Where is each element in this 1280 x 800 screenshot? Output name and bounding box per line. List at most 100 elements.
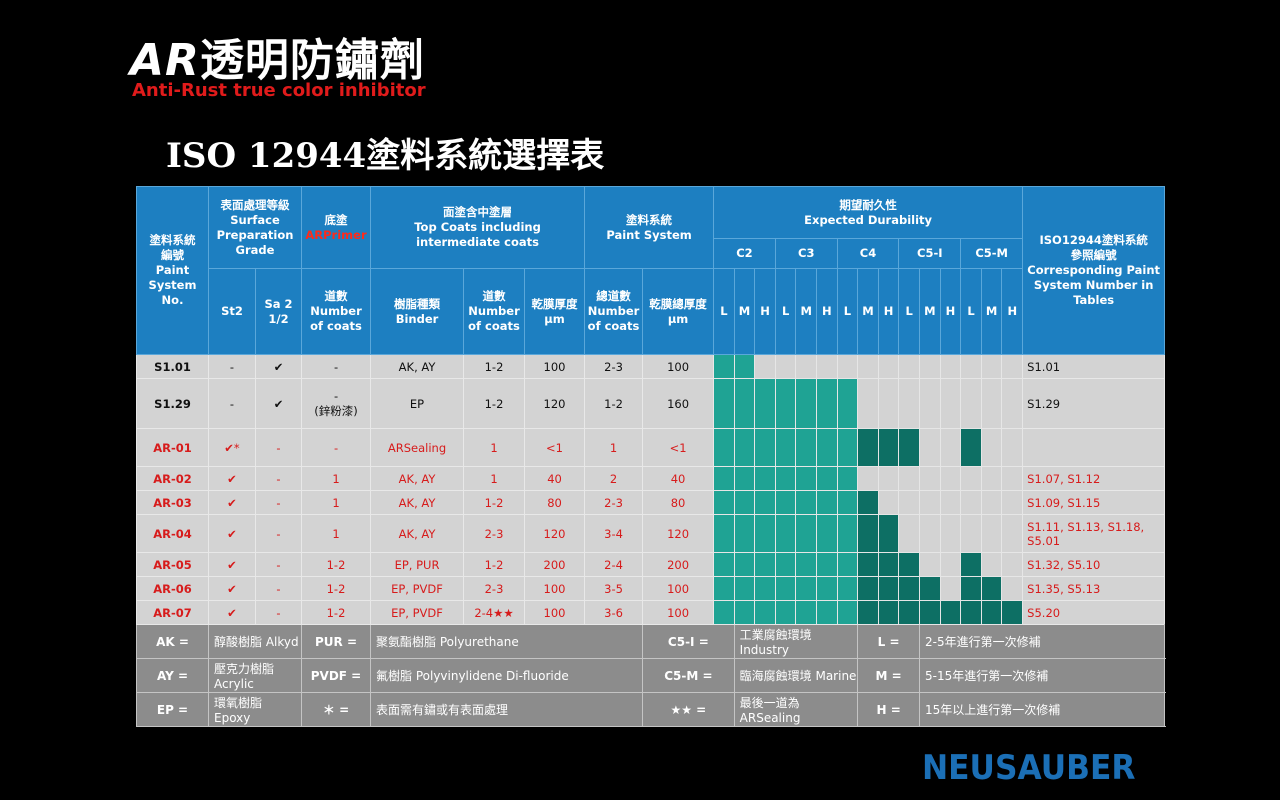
durability-cell	[877, 490, 900, 515]
header-durability-level: H	[939, 268, 962, 355]
durability-cell	[713, 466, 735, 491]
header-st2: St2	[208, 268, 256, 355]
legend-value: 最後一道為ARSealing	[733, 692, 859, 727]
cell-st2: ✔	[208, 490, 256, 515]
cell-sa: -	[254, 466, 303, 491]
durability-cell	[960, 490, 982, 515]
cell-total-coats: 3-6	[584, 600, 644, 625]
cell-total-coats: 1-2	[584, 378, 644, 429]
header-primer-coats: 道數 Number of coats	[301, 268, 372, 355]
header-durability-level: M	[795, 268, 818, 355]
cell-total-dft: 120	[642, 514, 715, 553]
cell-sa: -	[254, 490, 303, 515]
durability-cell	[877, 378, 900, 429]
table-row: AR-04 ✔ -1 AK, AY 2-3 120 3-4 120 S1.11, S1.13, …	[136, 514, 1166, 553]
durability-cell	[960, 466, 982, 491]
durability-cell	[898, 354, 920, 379]
table-row: AR-03 ✔ -1 AK, AY 1-2 80 2-3 80 S1.09, S1.15	[136, 490, 1166, 515]
cell-dft: 120	[524, 514, 586, 553]
durability-cell	[939, 466, 962, 491]
durability-cell	[713, 428, 735, 467]
durability-cell	[836, 514, 859, 553]
cell-total-dft: 40	[642, 466, 715, 491]
paint-system-table: 塗料系統 編號 Paint System No. 表面處理等級 Surface …	[136, 186, 1166, 727]
cell-ref: S1.01	[1022, 354, 1166, 379]
cell-ref: S1.35, S5.13	[1022, 576, 1166, 601]
cell-ref: S5.20	[1022, 600, 1166, 625]
durability-cell	[1001, 600, 1024, 625]
durability-cell	[816, 552, 838, 577]
header-durability-level: L	[713, 268, 735, 355]
durability-cell	[733, 514, 756, 553]
cell-dft: <1	[524, 428, 586, 467]
cell-primer: 1-2	[301, 576, 372, 601]
durability-cell	[754, 514, 776, 553]
durability-cell	[1001, 490, 1024, 515]
durability-cell	[857, 428, 879, 467]
durability-cell	[795, 378, 818, 429]
durability-cell	[898, 490, 920, 515]
durability-cell	[795, 514, 818, 553]
cell-dft: 80	[524, 490, 586, 515]
durability-cell	[939, 428, 962, 467]
cell-top-coats: 1-2	[463, 490, 526, 515]
header-total-coats: 總道數 Number of coats	[584, 268, 644, 355]
durability-cell	[754, 354, 776, 379]
cell-ref: S1.11, S1.13, S1.18, S5.01	[1022, 514, 1166, 553]
header-durability-level: L	[960, 268, 982, 355]
brand-title: AR透明防鏽劑	[130, 24, 425, 88]
durability-cell	[733, 552, 756, 577]
durability-cell	[1001, 378, 1024, 429]
legend-row: EP = 環氧樹脂 Epoxy ＊ = 表面需有鏽或有表面處理 ★★ = 最後一道為ARS…	[136, 692, 1166, 727]
cell-sa: ✔	[254, 378, 303, 429]
cell-st2: -	[208, 354, 256, 379]
header-primer: 底塗 ARPrimer	[301, 186, 372, 269]
durability-cell	[919, 576, 941, 601]
header-durability-level: M	[980, 268, 1003, 355]
cell-sa: -	[254, 552, 303, 577]
cell-total-dft: 100	[642, 354, 715, 379]
durability-cell	[795, 490, 818, 515]
durability-cell	[754, 428, 776, 467]
header-durability-level: H	[754, 268, 776, 355]
cell-binder: AK, AY	[370, 354, 465, 379]
cell-total-coats: 3-5	[584, 576, 644, 601]
cell-binder: ARSealing	[370, 428, 465, 467]
header-primer-label: 底塗	[324, 212, 348, 227]
durability-cell	[713, 576, 735, 601]
cell-st2: ✔*	[208, 428, 256, 467]
legend-value: 15年以上進行第一次修補	[918, 692, 1166, 727]
durability-cell	[939, 576, 962, 601]
durability-cell	[980, 428, 1003, 467]
durability-cell	[795, 354, 818, 379]
cell-top-coats: 1	[463, 428, 526, 467]
durability-cell	[960, 354, 982, 379]
header-durability-level: L	[898, 268, 920, 355]
cell-sys: AR-04	[136, 514, 209, 553]
cell-st2: ✔	[208, 576, 256, 601]
durability-cell	[836, 576, 859, 601]
table-body: S1.01- ✔ - AK, AY 1-2 100 2-3 100 S1.01 S1.29- ✔ - …	[136, 354, 1166, 625]
durability-cell	[733, 466, 756, 491]
legend-value: 表面需有鏽或有表面處理	[370, 692, 644, 727]
header-dft: 乾膜厚度 μm	[524, 268, 586, 355]
durability-cell	[877, 600, 900, 625]
durability-cell	[960, 514, 982, 553]
durability-cell	[919, 490, 941, 515]
durability-cell	[713, 600, 735, 625]
durability-cell	[939, 552, 962, 577]
table-row: AR-06 ✔ -1-2 EP, PVDF 2-3 100 3-5 100 S1.35, S5.…	[136, 576, 1166, 601]
durability-cell	[898, 428, 920, 467]
header-sa: Sa 2 1/2	[254, 268, 303, 355]
cell-ref: S1.32, S5.10	[1022, 552, 1166, 577]
durability-cell	[1001, 466, 1024, 491]
durability-cell	[939, 600, 962, 625]
durability-cell	[857, 378, 879, 429]
durability-cell	[960, 552, 982, 577]
legend-value: 醇酸樹脂 Alkyd	[207, 624, 303, 659]
legend-value: 聚氨酯樹脂 Polyurethane	[370, 624, 644, 659]
header-category: C5-I	[898, 238, 962, 269]
durability-cell	[919, 600, 941, 625]
cell-top-coats: 1-2	[463, 378, 526, 429]
table-row: AR-02 ✔ -1 AK, AY 1 40 2 40 S1.07, S1.12	[136, 466, 1166, 491]
